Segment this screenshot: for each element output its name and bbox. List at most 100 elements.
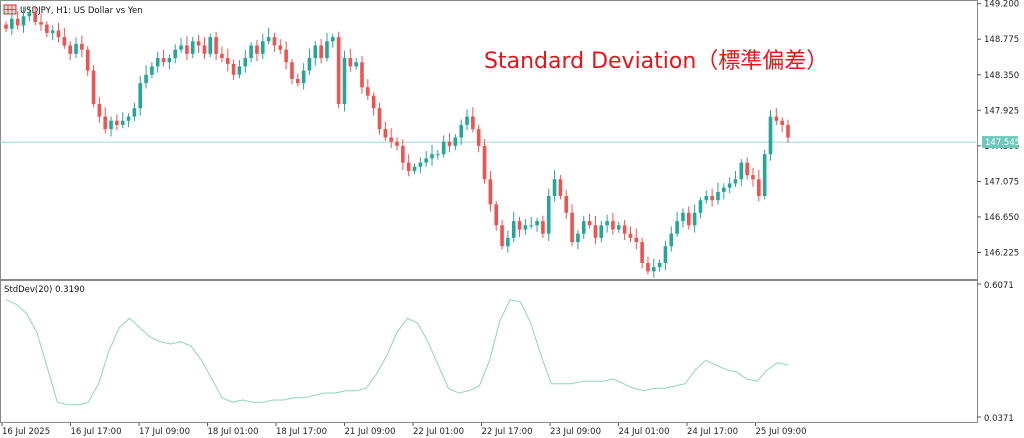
candle-bull (74, 43, 78, 54)
candle-bull (237, 66, 242, 75)
candle-bull (605, 221, 609, 226)
candle-bear (494, 204, 499, 226)
candle-bull (523, 225, 528, 230)
candle-bear (15, 18, 20, 26)
price-pane[interactable] (0, 0, 978, 280)
candle-bull (768, 116, 773, 155)
candle-bear (476, 129, 481, 146)
candle-bear (360, 62, 364, 88)
candle-bull (424, 158, 428, 163)
candle-bull (120, 120, 125, 125)
candle-bull (418, 162, 423, 167)
candle-bull (669, 233, 674, 247)
candle-bear (710, 196, 714, 201)
price-tick-label: 148.350 (984, 71, 1019, 81)
candle-bear (278, 45, 283, 50)
price-axis: 149.200148.775148.350147.925147.500147.0… (977, 0, 1019, 258)
candle-bear (646, 262, 650, 272)
candle-bear (541, 221, 545, 234)
candle-bear (33, 12, 37, 23)
candle-bull (155, 58, 160, 67)
price-tick-label: 147.925 (984, 106, 1019, 116)
candle-bull (453, 137, 458, 146)
candle-bull (599, 225, 604, 238)
candle-bull (651, 267, 656, 272)
overlay-title: Standard Deviation（標準偏差） (484, 49, 828, 74)
candle-bull (301, 70, 306, 84)
time-tick-label: 16 Jul 2025 (2, 427, 50, 437)
candle-bear (115, 120, 119, 125)
candlestick-series (4, 5, 790, 278)
time-tick-label: 24 Jul 17:00 (687, 427, 738, 437)
candle-bear (564, 196, 569, 213)
candle-bear (220, 53, 224, 59)
indicator-axis-bottom: 0.0371 (984, 414, 1014, 424)
candle-bull (21, 16, 26, 26)
candle-bear (395, 141, 399, 146)
candle-bull (657, 262, 662, 268)
time-tick-label: 16 Jul 17:00 (71, 427, 122, 437)
candle-bull (721, 187, 726, 192)
candle-bull (249, 45, 253, 59)
candle-bear (482, 145, 487, 180)
candle-bear (284, 49, 288, 63)
candle-bear (319, 45, 323, 59)
candle-bear (62, 37, 67, 46)
candle-bear (45, 24, 49, 33)
chart-grid-icon (3, 4, 17, 15)
candle-bull (663, 246, 668, 263)
candle-bear (686, 212, 691, 226)
price-tick-label: 146.225 (984, 248, 1019, 258)
candle-bull (692, 212, 697, 226)
price-tick-label: 149.200 (984, 0, 1019, 10)
candle-bear (570, 212, 574, 243)
time-tick-label: 18 Jul 17:00 (276, 427, 327, 437)
candle-bear (622, 225, 627, 234)
candle-bear (628, 233, 633, 238)
candle-bull (511, 221, 516, 238)
candle-bear (757, 179, 761, 197)
candle-bear (103, 116, 108, 130)
candle-bull (581, 221, 586, 234)
candle-bear (348, 58, 353, 67)
candle-bull (681, 212, 685, 222)
candle-bear (225, 58, 230, 64)
candle-bull (430, 154, 434, 159)
candle-bull (506, 237, 510, 247)
candle-bull (436, 154, 440, 156)
candle-bear (336, 37, 341, 105)
time-tick-label: 21 Jul 09:00 (345, 427, 396, 437)
candle-bear (202, 45, 207, 54)
candle-bear (780, 120, 784, 125)
time-tick-label: 23 Jul 09:00 (550, 427, 601, 437)
candle-bear (517, 221, 522, 230)
time-tick-label: 24 Jul 01:00 (619, 427, 670, 437)
candle-bull (266, 37, 271, 42)
candle-bull (675, 221, 679, 234)
candle-bull (260, 41, 265, 54)
candle-bear (640, 242, 644, 263)
candle-bear (471, 116, 475, 130)
candle-bull (126, 116, 131, 121)
candle-bull (144, 74, 148, 84)
time-tick-label: 22 Jul 17:00 (482, 427, 533, 437)
candle-bear (634, 237, 639, 243)
candle-bull (552, 179, 557, 197)
candle-bull (138, 83, 143, 109)
candle-bear (406, 162, 411, 171)
candle-bull (576, 233, 580, 243)
candle-bear (488, 179, 493, 205)
candle-bull (535, 221, 539, 226)
indicator-pane[interactable] (0, 280, 978, 423)
candle-bear (774, 116, 779, 121)
candle-bull (313, 45, 318, 59)
candle-bear (366, 87, 370, 96)
candle-bear (500, 225, 504, 247)
candle-bear (68, 45, 73, 54)
candle-bear (447, 141, 452, 146)
candle-bear (214, 37, 218, 54)
candle-bull (150, 66, 154, 75)
candle-bull (27, 12, 32, 17)
